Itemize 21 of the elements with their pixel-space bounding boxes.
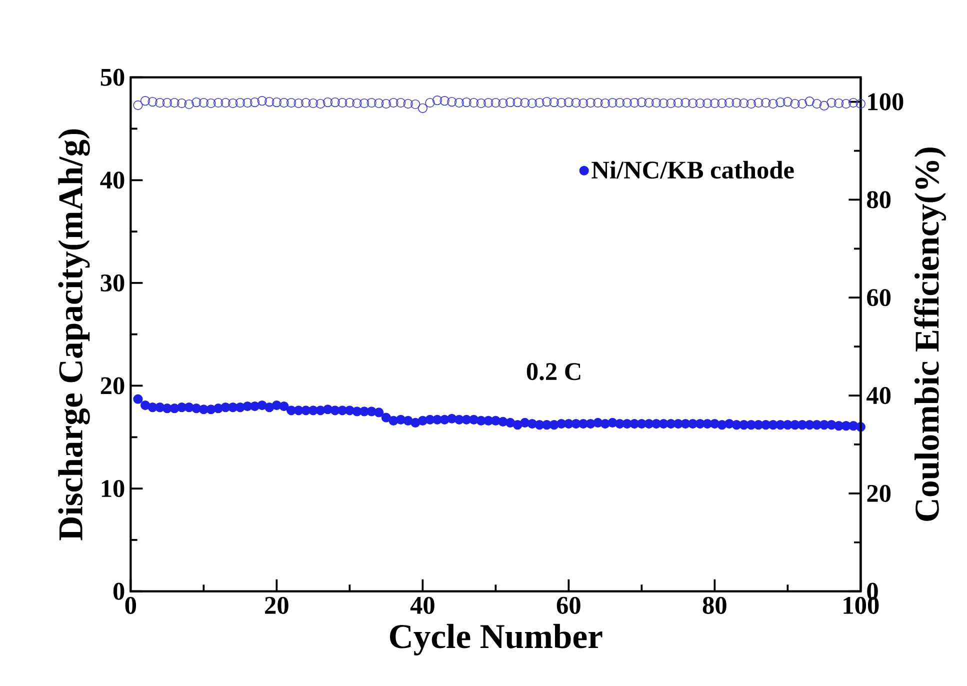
x-tick-label: 80 — [702, 596, 726, 614]
x-tick-label: 0 — [125, 596, 136, 614]
y-tick-label: 40 — [100, 172, 124, 189]
annotation: 0.2 C — [526, 363, 580, 380]
y2-tick-label: 40 — [866, 386, 891, 404]
y2-tick-label: 20 — [867, 484, 891, 502]
y-tick-label: 50 — [100, 68, 124, 86]
y-tick-label: 10 — [102, 480, 124, 498]
y-tick-label: 0 — [113, 582, 124, 600]
y-tick-label: 20 — [100, 377, 124, 394]
x-axis-title: Cycle Number — [390, 624, 602, 656]
y-axis-title: Discharge Capacity(mAh/g) — [58, 129, 90, 540]
y-tick-label: 30 — [100, 274, 124, 292]
y2-axis-title: Coulombic Efficiency(%) — [914, 148, 946, 521]
x-tick-label: 60 — [556, 596, 580, 614]
y2-tick-label: 80 — [867, 191, 891, 208]
x-tick-label: 40 — [410, 596, 434, 614]
y2-tick-label: 60 — [867, 289, 891, 306]
legend-label: Ni/NC/KB cathode — [592, 160, 794, 179]
x-tick-label: 20 — [265, 596, 288, 614]
y2-tick-label: 100 — [868, 93, 904, 110]
